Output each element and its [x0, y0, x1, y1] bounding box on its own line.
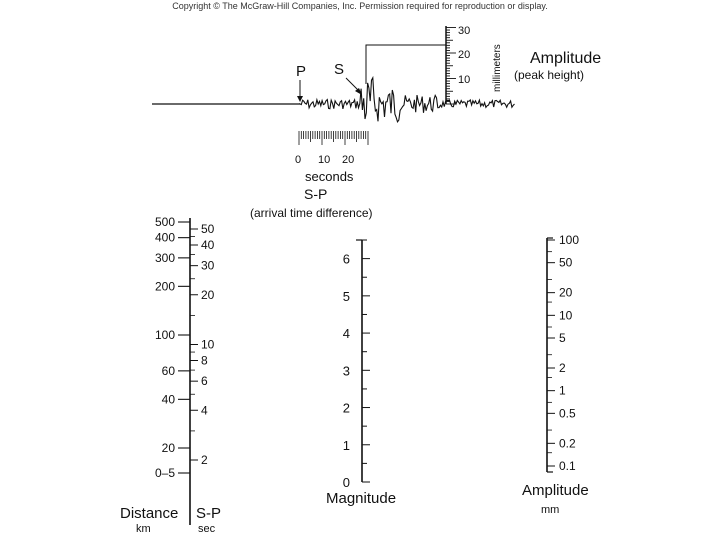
sp-time-scale: 50 40 30 20 10 8 6 4 2 — [190, 222, 215, 467]
amplitude-tick-label: 0.1 — [559, 459, 576, 473]
distance-tick-label: 400 — [155, 231, 175, 245]
distance-tick-label: 40 — [162, 392, 176, 406]
sp-tick-label: 2 — [201, 453, 208, 467]
magnitude-tick-label: 1 — [343, 438, 350, 453]
distance-tick-label: 0–5 — [155, 466, 175, 480]
amplitude-title: Amplitude — [530, 50, 601, 67]
millimeter-scale — [445, 26, 456, 105]
sp-tick-label: 40 — [201, 238, 215, 252]
magnitude-tick-label: 0 — [343, 475, 350, 490]
sp-tick-label: 20 — [201, 288, 215, 302]
amplitude-tick-label: 2 — [559, 361, 566, 375]
seconds-label: seconds — [305, 169, 354, 184]
distance-scale: 500 400 300 200 100 60 40 20 0–5 — [155, 215, 191, 525]
distance-unit: km — [136, 523, 151, 535]
amplitude-subtitle: (peak height) — [514, 68, 584, 82]
amplitude-tick-label: 5 — [559, 331, 566, 345]
sp-label: S-P — [196, 505, 221, 522]
time-tick-20: 20 — [342, 154, 354, 166]
amplitude-tick-label: 100 — [559, 233, 579, 247]
sp-tick-label: 30 — [201, 259, 215, 273]
time-tick-0: 0 — [295, 154, 301, 166]
amplitude-tick-label: 50 — [559, 256, 573, 270]
seismic-trace — [299, 75, 515, 123]
sp-tick-label: 10 — [201, 338, 215, 352]
magnitude-tick-label: 2 — [343, 401, 350, 416]
peak-guide-line — [365, 44, 446, 84]
millimeters-label: millimeters — [492, 44, 503, 92]
sp-tick-label: 6 — [201, 374, 208, 388]
distance-tick-label: 500 — [155, 215, 175, 229]
distance-label: Distance — [120, 505, 178, 522]
p-wave-label: P — [296, 63, 306, 80]
amplitude-tick-label: 1 — [559, 384, 566, 398]
magnitude-tick-label: 4 — [343, 326, 350, 341]
mm-tick-10: 10 — [458, 74, 470, 86]
sp-tick-label: 4 — [201, 403, 208, 417]
amplitude-tick-label: 10 — [559, 308, 573, 322]
sp-subtitle: (arrival time difference) — [250, 206, 372, 220]
distance-tick-label: 20 — [162, 441, 176, 455]
sp-title: S-P — [304, 186, 327, 202]
amplitude-tick-label: 0.2 — [559, 436, 576, 450]
s-arrowhead-icon — [355, 88, 362, 95]
magnitude-label: Magnitude — [326, 490, 396, 507]
s-wave-label: S — [334, 61, 344, 78]
magnitude-tick-label: 5 — [343, 289, 350, 304]
sp-tick-label: 50 — [201, 222, 215, 236]
distance-tick-label: 60 — [162, 364, 176, 378]
amplitude-unit: mm — [541, 504, 559, 516]
magnitude-tick-label: 3 — [343, 363, 350, 378]
mm-tick-30: 30 — [458, 25, 470, 37]
distance-tick-label: 300 — [155, 251, 175, 265]
copyright-notice: Copyright © The McGraw-Hill Companies, I… — [172, 1, 548, 11]
amplitude-tick-label: 0.5 — [559, 406, 576, 420]
magnitude-tick-label: 6 — [343, 252, 350, 267]
amplitude-label: Amplitude — [522, 482, 589, 499]
magnitude-scale: 6 5 4 3 2 1 0 — [343, 239, 370, 490]
sp-unit: sec — [198, 523, 216, 535]
distance-tick-label: 200 — [155, 279, 175, 293]
seismogram: P S 30 20 10 millimeters Amplitude (peak… — [152, 25, 601, 220]
sp-tick-label: 8 — [201, 354, 208, 368]
time-scale — [298, 131, 369, 145]
amplitude-tick-label: 20 — [559, 286, 573, 300]
p-arrowhead-icon — [297, 96, 303, 102]
distance-tick-label: 100 — [155, 328, 175, 342]
mm-tick-20: 20 — [458, 49, 470, 61]
time-tick-10: 10 — [318, 154, 330, 166]
amplitude-scale: 100 50 20 10 5 2 1 0.5 0.2 0.1 — [546, 233, 579, 473]
